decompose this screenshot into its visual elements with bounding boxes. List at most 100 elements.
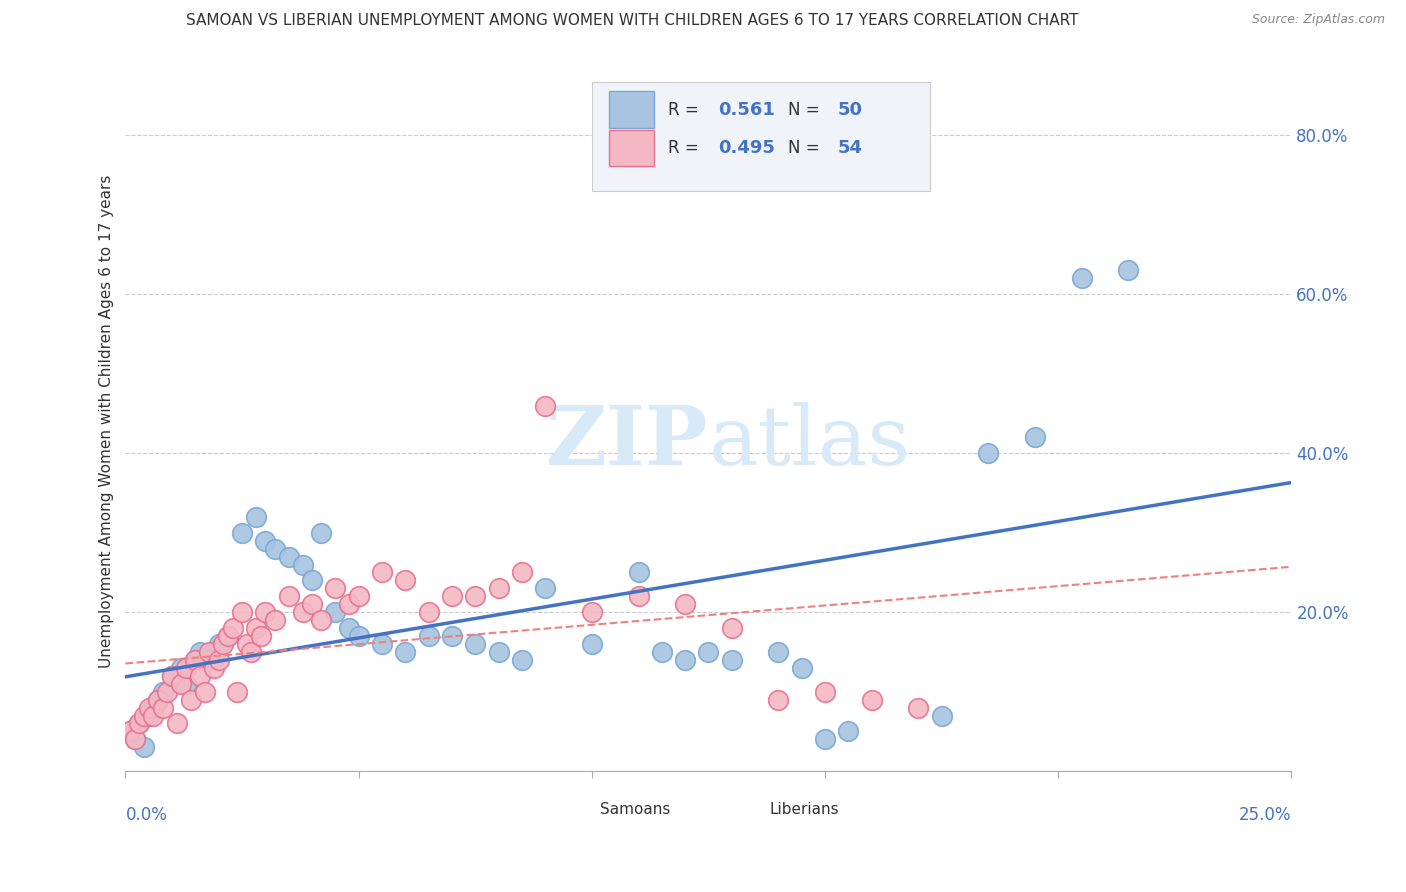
Point (418, 629, 440, 643)
Point (581, 605, 603, 619)
Point (263, 613, 285, 627)
Text: 54: 54 (838, 139, 863, 157)
Text: 25.0%: 25.0% (1239, 806, 1292, 824)
Point (128, 716, 150, 731)
Point (860, 692, 883, 706)
Point (768, 692, 790, 706)
Point (222, 621, 245, 635)
Point (534, 399, 557, 413)
Point (160, 669, 183, 683)
Point (814, 684, 837, 698)
Point (347, 629, 370, 643)
Y-axis label: Unemployment Among Women with Children Ages 6 to 17 years: Unemployment Among Women with Children A… (100, 175, 114, 668)
Point (138, 708, 160, 723)
Point (188, 645, 211, 659)
Point (1116, 263, 1139, 277)
Point (301, 574, 323, 588)
Point (931, 708, 953, 723)
Point (673, 653, 696, 667)
Point (1070, 271, 1092, 285)
Point (174, 676, 197, 690)
Point (240, 645, 263, 659)
Text: 0.495: 0.495 (718, 139, 775, 157)
Point (394, 574, 416, 588)
Text: 50: 50 (838, 101, 863, 119)
Point (198, 653, 221, 667)
Point (814, 732, 837, 747)
Point (371, 637, 394, 651)
Point (347, 589, 370, 603)
Point (142, 700, 165, 714)
Point (325, 582, 347, 596)
Point (180, 692, 202, 706)
Point (202, 661, 225, 675)
Point (673, 597, 696, 611)
Point (128, 716, 150, 731)
FancyBboxPatch shape (731, 797, 758, 823)
Point (146, 692, 169, 706)
Point (166, 716, 188, 731)
Text: R =: R = (668, 101, 703, 119)
Point (194, 684, 217, 698)
Point (301, 597, 323, 611)
Text: N =: N = (787, 139, 825, 157)
Point (231, 525, 253, 540)
Point (790, 661, 813, 675)
Point (152, 700, 174, 714)
Point (184, 653, 207, 667)
Text: SAMOAN VS LIBERIAN UNEMPLOYMENT AMONG WOMEN WITH CHILDREN AGES 6 TO 17 YEARS COR: SAMOAN VS LIBERIAN UNEMPLOYMENT AMONG WO… (187, 13, 1078, 29)
Point (231, 605, 253, 619)
Point (510, 566, 533, 580)
Point (124, 732, 146, 747)
Text: N =: N = (787, 101, 825, 119)
Point (226, 684, 249, 698)
Point (138, 700, 160, 714)
FancyBboxPatch shape (609, 130, 654, 166)
Point (217, 629, 239, 643)
Text: ZIP: ZIP (546, 402, 709, 483)
Point (254, 605, 277, 619)
Point (627, 566, 650, 580)
Point (440, 629, 463, 643)
Point (254, 533, 277, 548)
Point (291, 558, 314, 572)
Point (768, 645, 790, 659)
Point (184, 653, 207, 667)
Point (263, 541, 285, 556)
Point (418, 605, 440, 619)
Point (120, 724, 142, 739)
Point (488, 645, 510, 659)
Point (134, 740, 156, 755)
Point (120, 724, 142, 739)
Text: Samoans: Samoans (600, 802, 671, 817)
Point (311, 613, 333, 627)
Text: 0.561: 0.561 (718, 101, 775, 119)
Point (146, 692, 169, 706)
Point (488, 582, 510, 596)
Point (337, 621, 360, 635)
Point (534, 582, 557, 596)
Point (371, 566, 394, 580)
Text: R =: R = (668, 139, 703, 157)
Point (1024, 430, 1046, 444)
Text: 0.0%: 0.0% (125, 806, 167, 824)
Point (198, 645, 221, 659)
Point (217, 629, 239, 643)
Point (510, 653, 533, 667)
Point (174, 661, 197, 675)
Point (170, 661, 193, 675)
Point (291, 605, 314, 619)
Point (977, 446, 1000, 460)
Point (249, 629, 271, 643)
Point (440, 589, 463, 603)
Point (464, 637, 486, 651)
Point (188, 669, 211, 683)
Point (325, 605, 347, 619)
Point (208, 653, 231, 667)
Point (235, 637, 257, 651)
Point (311, 525, 333, 540)
Point (464, 589, 486, 603)
Point (394, 645, 416, 659)
Text: atlas: atlas (709, 402, 911, 483)
Point (337, 597, 360, 611)
